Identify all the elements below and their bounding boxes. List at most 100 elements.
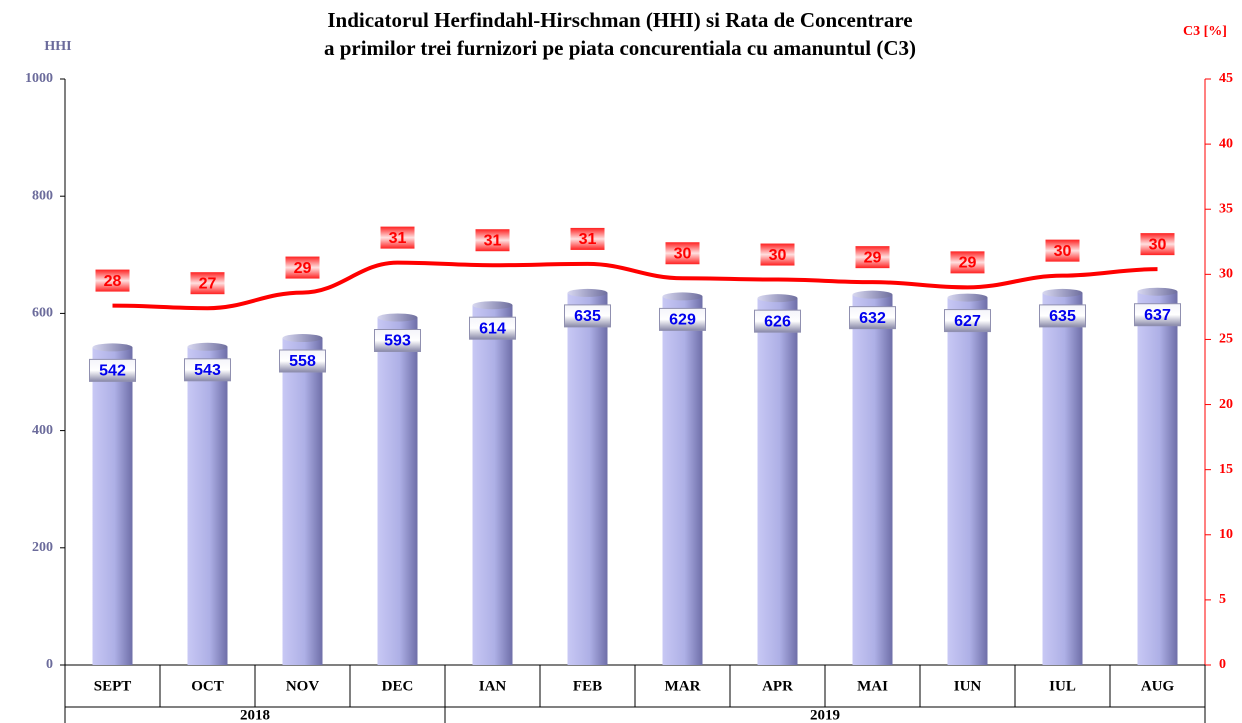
data-label-box xyxy=(855,246,890,269)
chart-title: Indicatorul Herfindahl-Hirschman (HHI) s… xyxy=(327,8,912,32)
y2-tick-label: 45 xyxy=(1219,71,1233,86)
y-tick-label: 800 xyxy=(32,188,53,203)
x-tick-label: IUN xyxy=(954,678,982,694)
bar xyxy=(377,317,418,665)
y-tick-label: 400 xyxy=(32,423,53,438)
bar xyxy=(662,296,703,665)
data-label-box xyxy=(1045,239,1080,262)
y2-tick-label: 25 xyxy=(1219,332,1233,347)
x-tick-label: OCT xyxy=(191,678,224,694)
data-label: 30 xyxy=(769,247,787,264)
data-label: 29 xyxy=(864,249,882,266)
x-tick-label: SEPT xyxy=(94,678,132,694)
x-tick-label: FEB xyxy=(573,678,602,694)
bar-cap xyxy=(662,292,703,301)
data-label: 635 xyxy=(1049,308,1076,325)
data-label: 629 xyxy=(669,312,696,329)
y2-tick-label: 40 xyxy=(1219,136,1233,151)
bar-cap xyxy=(472,301,513,310)
bar xyxy=(92,347,133,665)
data-label-box xyxy=(190,272,225,295)
x-tick-label: IUL xyxy=(1049,678,1076,694)
data-label: 29 xyxy=(959,255,977,272)
data-label: 30 xyxy=(1149,236,1167,253)
bar-cap xyxy=(852,290,893,299)
x-tick-label: APR xyxy=(762,678,793,694)
data-label: 627 xyxy=(954,313,981,330)
data-label: 29 xyxy=(294,260,312,277)
bar xyxy=(187,346,228,665)
bar xyxy=(282,338,323,665)
data-label-box xyxy=(760,243,795,266)
data-label: 31 xyxy=(389,230,407,247)
y2-tick-label: 0 xyxy=(1219,657,1226,672)
data-label-box xyxy=(659,307,706,331)
data-label-box xyxy=(279,349,326,373)
data-label-box xyxy=(374,329,421,353)
y-tick-label: 200 xyxy=(32,540,53,555)
data-label: 632 xyxy=(859,310,886,327)
data-label: 614 xyxy=(479,320,506,337)
bar-cap xyxy=(377,313,418,322)
data-label-box xyxy=(665,242,700,265)
data-label-box xyxy=(380,226,415,249)
x-group-label: 2019 xyxy=(810,707,840,723)
bar-cap xyxy=(282,334,323,343)
data-label-box xyxy=(469,316,516,340)
data-label-box xyxy=(184,358,231,382)
data-label: 28 xyxy=(104,273,122,290)
data-label-box xyxy=(95,269,130,292)
bar-cap xyxy=(567,288,608,297)
bar xyxy=(852,294,893,665)
bar xyxy=(567,292,608,665)
data-label: 635 xyxy=(574,308,601,325)
data-label: 593 xyxy=(384,333,411,350)
data-label-box xyxy=(754,309,801,333)
x-tick-label: IAN xyxy=(479,678,507,694)
data-label-box xyxy=(564,304,611,328)
bar-cap xyxy=(187,342,228,351)
y2-axis-label: C3 [%] xyxy=(1183,24,1227,39)
bar xyxy=(757,298,798,665)
data-label-box xyxy=(1039,304,1086,328)
data-label-box xyxy=(285,256,320,279)
data-label: 626 xyxy=(764,313,791,330)
bar xyxy=(472,305,513,665)
bar-cap xyxy=(92,343,133,352)
data-label: 30 xyxy=(1054,243,1072,260)
data-label-box xyxy=(950,251,985,274)
y-tick-label: 1000 xyxy=(25,71,53,86)
data-label: 27 xyxy=(199,275,217,292)
y-axis-label: HHI xyxy=(44,39,71,54)
data-label-box xyxy=(1134,303,1181,327)
y-tick-label: 0 xyxy=(46,657,53,672)
bar-cap xyxy=(947,293,988,302)
x-group-label: 2018 xyxy=(240,707,270,723)
x-tick-label: DEC xyxy=(382,678,414,694)
bar xyxy=(1137,291,1178,665)
y2-tick-label: 5 xyxy=(1219,592,1226,607)
data-label: 543 xyxy=(194,362,221,379)
y-tick-label: 600 xyxy=(32,306,53,321)
data-label: 31 xyxy=(484,232,502,249)
data-label-box xyxy=(89,358,136,382)
bar-cap xyxy=(757,294,798,303)
data-label-box xyxy=(570,227,605,250)
x-tick-label: MAR xyxy=(665,678,701,694)
line xyxy=(112,260,1158,311)
chart-title: a primilor trei furnizori pe piata concu… xyxy=(324,36,916,60)
data-label-box xyxy=(944,309,991,333)
data-label: 558 xyxy=(289,353,316,370)
bar-cap xyxy=(1042,288,1083,297)
y2-tick-label: 15 xyxy=(1219,462,1233,477)
data-label-box xyxy=(475,229,510,252)
x-tick-label: AUG xyxy=(1141,678,1175,694)
y2-tick-label: 30 xyxy=(1219,267,1233,282)
y2-tick-label: 35 xyxy=(1219,201,1233,216)
data-label: 637 xyxy=(1144,307,1171,324)
data-label: 31 xyxy=(579,231,597,248)
data-label-box xyxy=(849,306,896,330)
y2-tick-label: 20 xyxy=(1219,397,1233,412)
x-tick-label: MAI xyxy=(857,678,888,694)
bar xyxy=(1042,292,1083,665)
